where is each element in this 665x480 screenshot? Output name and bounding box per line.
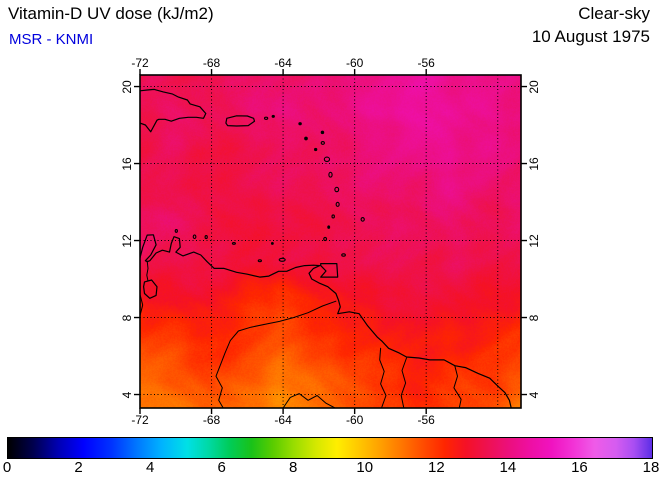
lat-tick-label-right: 12 (527, 233, 541, 248)
colorbar-tick-label: 18 (642, 459, 660, 476)
lon-tick-label-bottom: -68 (202, 413, 221, 427)
lon-tick-label-bottom: -60 (345, 413, 364, 427)
colorbar-tick-label: 8 (289, 459, 298, 476)
lon-tick-label-bottom: -64 (274, 413, 292, 427)
lon-tick-label-top: -56 (417, 56, 435, 70)
lat-tick-label-right: 16 (527, 156, 541, 171)
lat-tick-label-left: 4 (120, 391, 134, 398)
source-label: MSR - KNMI (9, 31, 94, 48)
date-label: 10 August 1975 (531, 27, 650, 46)
lat-tick-label-left: 16 (120, 156, 134, 171)
colorbar-tick-label: 14 (499, 459, 517, 476)
colorbar-tick-label: 10 (356, 459, 374, 476)
lon-tick-label-top: -72 (131, 56, 149, 70)
colorbar-tick-label: 6 (217, 459, 226, 476)
colorbar-tick-label: 0 (2, 459, 12, 476)
colorbar-tick-label: 16 (571, 459, 588, 476)
colorbar-tick-label: 2 (74, 459, 83, 476)
lat-tick-label-right: 20 (527, 79, 541, 94)
colorbar-gradient (7, 437, 653, 459)
lon-tick-label-bottom: -56 (417, 413, 435, 427)
page-title: Vitamin-D UV dose (kJ/m2) (8, 4, 214, 23)
lon-tick-label-top: -64 (274, 56, 292, 70)
lat-tick-label-right: 4 (527, 391, 541, 398)
lon-tick-label-top: -68 (202, 56, 221, 70)
lat-tick-label-left: 12 (120, 233, 134, 248)
lat-tick-label-left: 20 (120, 79, 134, 94)
sky-condition-label: Clear-sky (578, 4, 650, 23)
lat-tick-label-left: 8 (120, 314, 134, 321)
colorbar-tick-label: 12 (427, 459, 445, 476)
uv-field-heatmap (140, 75, 521, 408)
lon-tick-label-bottom: -72 (131, 413, 149, 427)
colorbar-tick-label: 4 (145, 459, 155, 476)
lon-tick-label-top: -60 (345, 56, 364, 70)
lat-tick-label-right: 8 (527, 314, 541, 321)
